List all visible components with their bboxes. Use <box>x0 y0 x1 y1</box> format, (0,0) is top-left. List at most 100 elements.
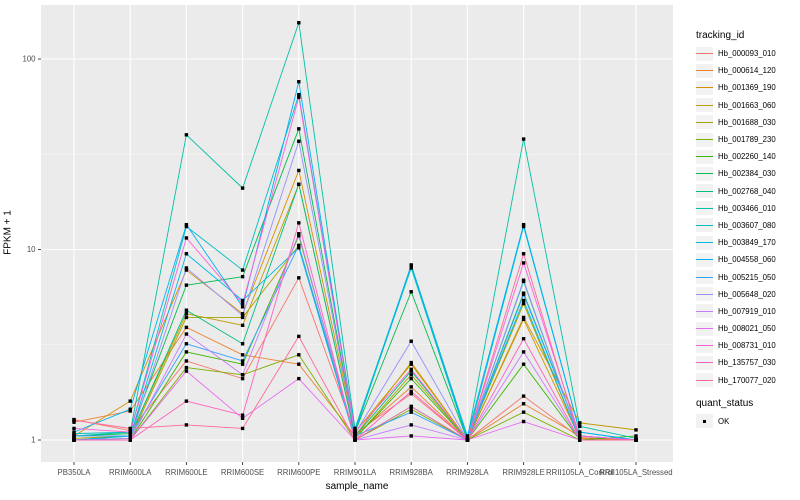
data-point-marker <box>521 301 526 306</box>
legend-key-swatch <box>696 338 713 353</box>
legend-items-tracking-id: Hb_000093_010 Hb_000614_120 Hb_001369_190 H… <box>690 45 798 389</box>
data-point-marker <box>409 385 413 389</box>
data-point-marker <box>578 430 582 434</box>
data-point-marker <box>240 362 245 366</box>
data-point-marker <box>297 362 301 366</box>
legend-label: Hb_135757_030 <box>718 358 776 368</box>
legend-key-swatch <box>696 304 713 319</box>
legend-key-swatch <box>696 63 713 78</box>
y-tick-label: 10 <box>27 245 36 254</box>
data-point-marker <box>184 266 189 270</box>
x-tick-label: RRIM600SE <box>221 468 264 477</box>
data-point-marker <box>409 263 413 267</box>
data-point-marker <box>521 315 526 320</box>
data-point-marker <box>297 21 301 25</box>
data-point-marker <box>128 407 132 411</box>
legend-label: Hb_003849_170 <box>718 238 776 248</box>
data-point-marker <box>578 438 582 442</box>
x-tick-label: RRIM928LE <box>502 468 544 477</box>
legend-item-Hb_000093_010: Hb_000093_010 <box>690 45 798 62</box>
legend-title-quant-status: quant_status <box>696 397 754 409</box>
data-point-marker <box>184 222 189 227</box>
data-point-marker <box>128 434 132 438</box>
legend-item-Hb_001369_190: Hb_001369_190 <box>690 79 798 96</box>
legend-item-Hb_004558_060: Hb_004558_060 <box>690 251 798 268</box>
data-point-marker <box>297 234 301 238</box>
legend-item-Hb_002768_040: Hb_002768_040 <box>690 183 798 200</box>
data-point-marker <box>184 342 189 346</box>
data-point-marker <box>521 402 526 406</box>
data-point-marker <box>409 392 413 396</box>
data-point-marker <box>521 410 526 414</box>
data-point-marker <box>409 290 413 294</box>
data-point-marker <box>240 315 245 320</box>
legend-label: Hb_000093_010 <box>718 49 776 59</box>
data-point-marker <box>297 232 301 236</box>
x-tick-label: RRIM928BA <box>390 468 434 477</box>
data-point-marker <box>240 323 245 328</box>
data-point-marker <box>184 369 189 373</box>
data-point-marker <box>297 353 301 357</box>
data-point-marker <box>184 236 189 240</box>
legend-color-line <box>696 70 713 72</box>
legend-color-line <box>696 87 713 89</box>
data-point-marker <box>72 418 76 422</box>
data-point-marker <box>409 369 413 373</box>
legend-color-line <box>696 293 713 295</box>
x-tick-label: RRIM600LE <box>165 468 207 477</box>
data-point-marker <box>240 274 245 279</box>
data-point-marker <box>240 305 245 309</box>
legend-key-swatch <box>696 166 713 181</box>
data-point-marker <box>297 182 301 186</box>
data-point-marker <box>409 367 413 372</box>
legend-label: Hb_005215_050 <box>718 272 776 282</box>
y-axis-title: FPKM + 1 <box>2 210 14 255</box>
legend-item-Hb_001663_060: Hb_001663_060 <box>690 97 798 114</box>
y-tick-label: 1 <box>31 436 35 445</box>
data-point-marker <box>578 421 582 425</box>
legend-item-Hb_005648_020: Hb_005648_020 <box>690 286 798 303</box>
data-point-marker <box>72 426 76 431</box>
data-point-marker <box>521 317 526 322</box>
legend-color-line <box>696 224 713 226</box>
legend-item-Hb_001688_030: Hb_001688_030 <box>690 114 798 131</box>
legend-item-Hb_002384_030: Hb_002384_030 <box>690 165 798 182</box>
data-point-marker <box>634 428 638 432</box>
data-point-marker <box>521 362 526 366</box>
data-point-marker <box>409 339 413 343</box>
legend-key-swatch <box>696 218 713 233</box>
data-point-marker <box>184 315 189 320</box>
data-point-marker <box>240 313 245 318</box>
legend-color-line <box>696 362 713 364</box>
data-point-marker <box>297 276 301 280</box>
legend-color-line <box>696 259 713 261</box>
legend-item-Hb_003607_080: Hb_003607_080 <box>690 217 798 234</box>
legend-key-swatch <box>696 414 713 429</box>
legend-key-swatch <box>696 321 713 336</box>
legend-title-tracking-id: tracking_id <box>696 30 745 41</box>
legend-key-swatch <box>696 149 713 164</box>
data-point-marker <box>578 424 582 429</box>
data-point-marker <box>521 350 526 354</box>
legend-label: Hb_001663_060 <box>718 100 776 110</box>
data-point-marker <box>521 298 526 303</box>
data-point-marker <box>465 438 470 442</box>
data-point-marker <box>465 434 470 438</box>
legend-color-line <box>696 53 713 55</box>
data-point-marker <box>521 394 526 398</box>
legend-label: OK <box>718 416 730 426</box>
data-point-marker <box>297 168 301 173</box>
legend-key-swatch <box>696 184 713 199</box>
x-tick-label: RRIM600LA <box>109 468 152 477</box>
data-point-marker <box>521 252 526 256</box>
data-point-marker <box>128 438 132 442</box>
data-point-marker <box>409 423 413 427</box>
data-point-marker <box>184 252 189 256</box>
legend-item-Hb_003466_010: Hb_003466_010 <box>690 200 798 217</box>
data-point-marker <box>240 353 245 357</box>
legend-label: Hb_170077_020 <box>718 375 776 385</box>
legend-color-line <box>696 207 713 209</box>
data-point-marker <box>521 292 526 297</box>
data-point-marker <box>297 95 301 99</box>
